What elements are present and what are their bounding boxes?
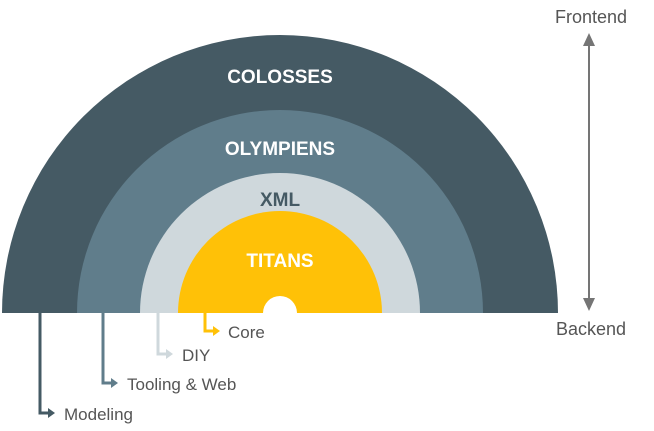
leader-tooling — [101, 313, 118, 388]
axis-bottom-label: Backend — [556, 319, 626, 339]
leader-diy — [156, 313, 173, 359]
leader-modeling — [38, 313, 55, 418]
label-titans: TITANS — [246, 251, 313, 272]
legend-modeling: Modeling — [64, 405, 133, 424]
frontend-backend-axis — [583, 33, 595, 311]
label-olympiens: OLYMPIENS — [225, 139, 335, 160]
legend-core: Core — [228, 323, 265, 342]
center-hole — [263, 296, 297, 313]
axis-top-label: Frontend — [555, 7, 627, 27]
arrow-down-icon — [583, 298, 595, 311]
arrow-up-icon — [583, 33, 595, 46]
leader-core — [203, 313, 220, 336]
legend-diy: DIY — [182, 346, 210, 365]
legend-tooling: Tooling & Web — [127, 375, 236, 394]
label-xml: XML — [260, 190, 301, 211]
ring-titans — [178, 211, 382, 313]
label-colosses: COLOSSES — [227, 67, 333, 88]
